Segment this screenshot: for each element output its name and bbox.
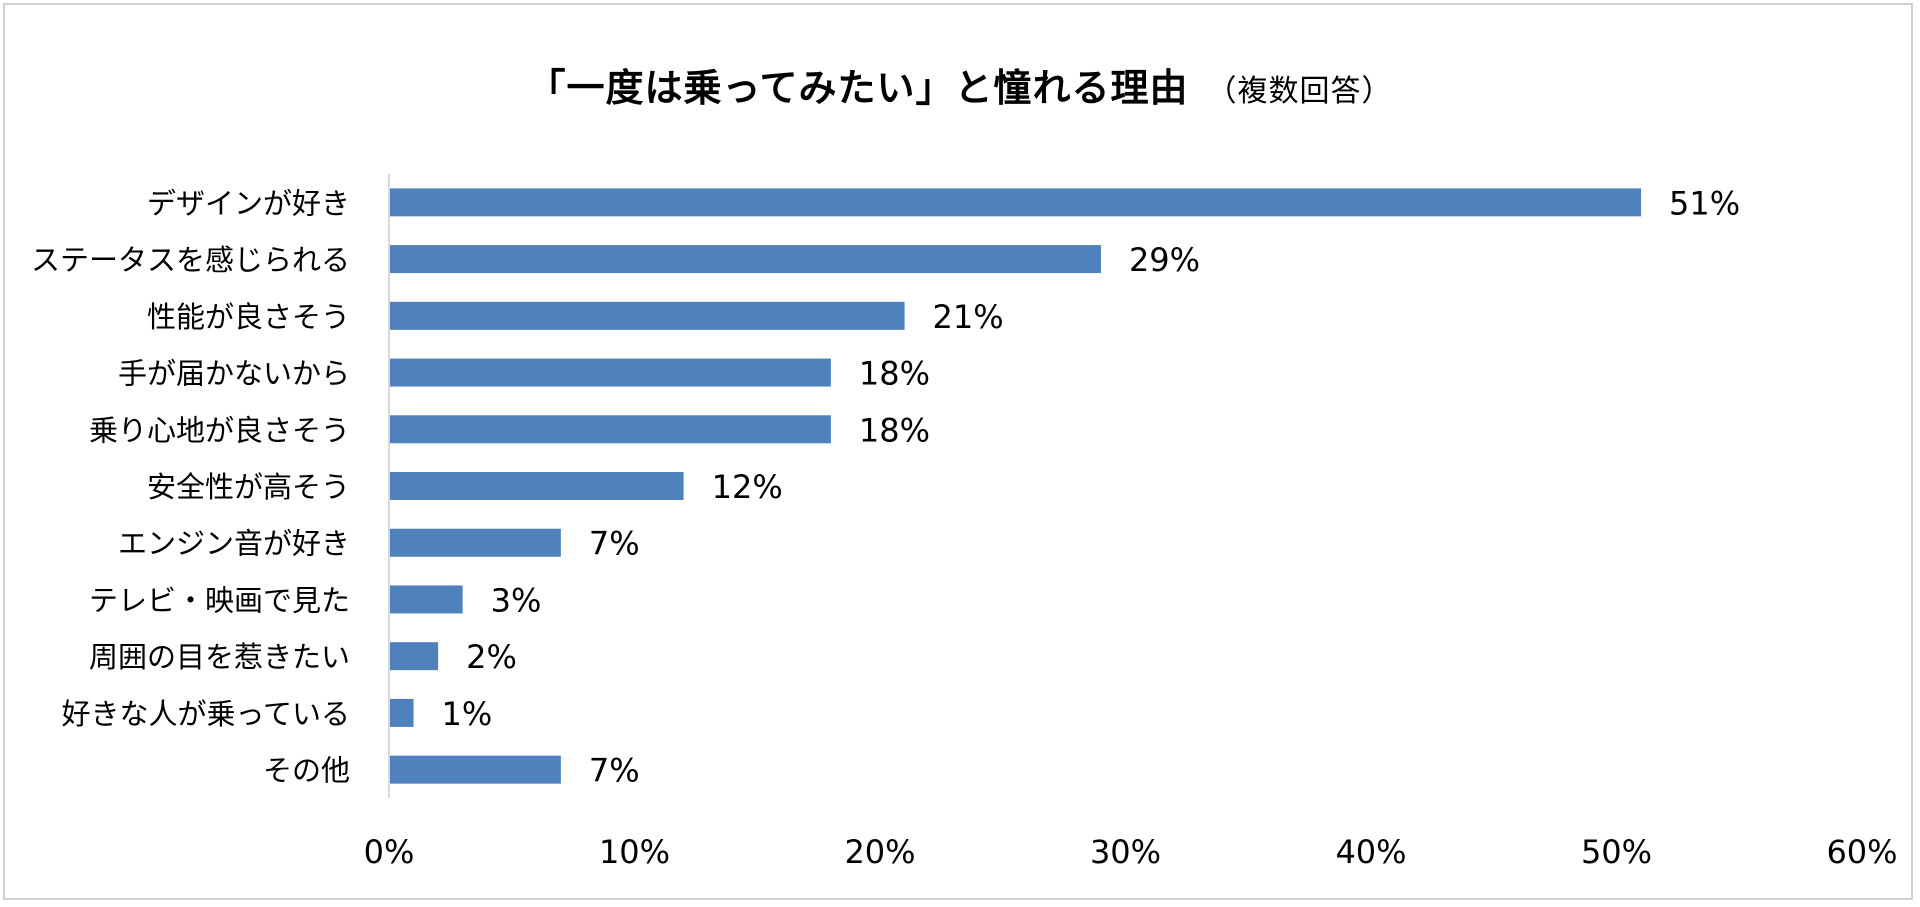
bar-7 bbox=[389, 528, 561, 557]
x-tick-label-10: 10% bbox=[599, 833, 670, 871]
bar-11 bbox=[389, 755, 561, 784]
bar-5 bbox=[389, 415, 831, 444]
bar-9 bbox=[389, 642, 439, 671]
bar-4 bbox=[389, 358, 831, 387]
bar-10 bbox=[389, 698, 414, 727]
x-tick-label-60: 60% bbox=[1826, 833, 1897, 871]
value-label-6: 12% bbox=[712, 468, 783, 506]
chart-subtitle: （複数回答） bbox=[1206, 74, 1393, 109]
value-label-8: 3% bbox=[491, 581, 542, 619]
chart-frame: 「一度は乗ってみたい」と憧れる理由 （複数回答） bbox=[3, 3, 1913, 900]
bars-group bbox=[389, 188, 1642, 784]
x-tick-label-0: 0% bbox=[364, 833, 415, 871]
bar-1 bbox=[389, 188, 1642, 217]
value-labels-group: 51%29%21%18%18%12%7%3%2%1%7% bbox=[442, 184, 1741, 789]
category-label-2: ステータスを感じられる bbox=[31, 243, 350, 277]
category-label-8: テレビ・映画で見た bbox=[89, 583, 350, 617]
category-label-9: 周囲の目を惹きたい bbox=[89, 640, 350, 674]
category-label-3: 性能が良さそう bbox=[147, 300, 350, 334]
value-label-10: 1% bbox=[442, 695, 493, 733]
x-tick-labels-group: 0% 10% 20% 30% 40% 50% 60% bbox=[364, 833, 1898, 871]
category-label-10: 好きな人が乗っている bbox=[61, 697, 350, 731]
x-tick-label-50: 50% bbox=[1581, 833, 1652, 871]
value-label-11: 7% bbox=[589, 752, 640, 790]
bar-6 bbox=[389, 472, 684, 500]
category-label-4: 手が届かないから bbox=[118, 357, 350, 391]
value-label-3: 21% bbox=[933, 298, 1004, 336]
value-label-7: 7% bbox=[589, 525, 640, 563]
value-label-9: 2% bbox=[466, 638, 517, 676]
x-tick-label-40: 40% bbox=[1335, 833, 1406, 871]
x-tick-label-20: 20% bbox=[844, 833, 915, 871]
category-label-7: エンジン音が好き bbox=[118, 527, 350, 561]
category-label-6: 安全性が高そう bbox=[147, 470, 350, 504]
value-label-5: 18% bbox=[859, 411, 930, 449]
value-label-4: 18% bbox=[859, 355, 930, 393]
bar-8 bbox=[389, 585, 463, 614]
category-label-11: その他 bbox=[263, 754, 350, 788]
value-label-1: 51% bbox=[1669, 184, 1740, 222]
chart-title-main: 「一度は乗ってみたい」と憧れる理由 bbox=[527, 66, 1189, 110]
chart-title: 「一度は乗ってみたい」と憧れる理由 （複数回答） bbox=[5, 57, 1915, 112]
category-labels-group: デザインが好きステータスを感じられる性能が良さそう手が届かないから乗り心地が良さ… bbox=[31, 186, 350, 787]
x-tick-label-30: 30% bbox=[1090, 833, 1161, 871]
bar-3 bbox=[389, 301, 905, 330]
value-label-2: 29% bbox=[1129, 241, 1200, 279]
category-label-5: 乗り心地が良さそう bbox=[89, 413, 350, 447]
bar-2 bbox=[389, 245, 1101, 274]
category-label-1: デザインが好き bbox=[147, 186, 350, 220]
